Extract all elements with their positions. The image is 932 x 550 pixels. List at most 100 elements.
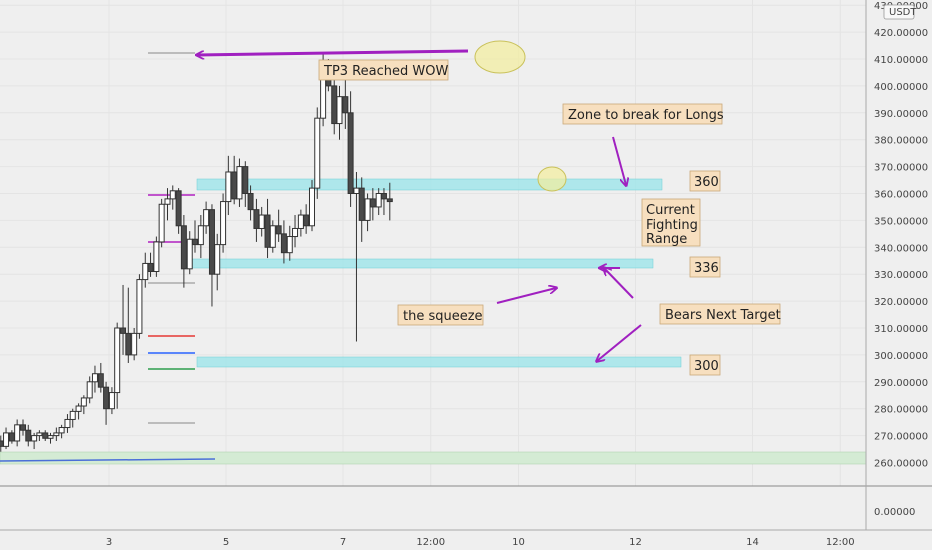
candle-bear[interactable] — [103, 386, 110, 410]
candle-bull[interactable] — [164, 198, 171, 205]
candle-bear[interactable] — [303, 214, 310, 227]
candle-bear[interactable] — [175, 190, 182, 227]
candle-bull[interactable] — [286, 236, 293, 254]
candle-bear[interactable] — [147, 262, 154, 273]
candle-bull[interactable] — [314, 117, 321, 189]
label-box-tp3[interactable] — [318, 59, 449, 81]
label-box-squeeze[interactable] — [397, 304, 484, 326]
candle-bear[interactable] — [208, 209, 215, 275]
y-tick-label: 400.00000 — [874, 82, 928, 93]
label-box-fighting-range[interactable] — [641, 198, 701, 247]
label-300: 300 — [694, 359, 719, 374]
candle-bull[interactable] — [364, 198, 371, 221]
candle-bear[interactable] — [231, 171, 238, 200]
candle-bull[interactable] — [3, 432, 10, 447]
candle-bear[interactable] — [264, 214, 271, 248]
candle-bull[interactable] — [292, 227, 299, 238]
candle-bull[interactable] — [197, 225, 204, 246]
candle-bear[interactable] — [191, 238, 198, 246]
x-axis-ticks[interactable]: 3 5 7 12:00 10 12 14 12:00 — [106, 537, 855, 548]
candle-bull[interactable] — [64, 418, 71, 429]
label-box-zone-break[interactable] — [562, 103, 723, 125]
candle-bull[interactable] — [131, 332, 138, 356]
candle-bear[interactable] — [358, 187, 365, 221]
candle-bear[interactable] — [275, 225, 282, 235]
candle-bear[interactable] — [369, 198, 376, 208]
candle-bear[interactable] — [386, 198, 393, 203]
candle-bear[interactable] — [253, 209, 260, 229]
y-tick-label: 350.00000 — [874, 216, 928, 227]
candle-bull[interactable] — [236, 166, 243, 200]
y-tick-label: 290.00000 — [874, 378, 928, 389]
candle-bear[interactable] — [25, 429, 32, 442]
candle-bull[interactable] — [336, 96, 343, 125]
candle-bull[interactable] — [169, 190, 176, 200]
y-tick-label: 380.00000 — [874, 136, 928, 147]
zone-360[interactable] — [196, 178, 663, 191]
candle-bull[interactable] — [375, 193, 382, 208]
candle-bull[interactable] — [114, 327, 121, 394]
candle-bear[interactable] — [342, 96, 349, 114]
candle-bull[interactable] — [225, 171, 232, 203]
arrow-336-up — [604, 268, 634, 299]
y-axis-ticks[interactable]: 260.00000 270.00000 280.00000 290.00000 300.… — [874, 1, 928, 469]
candle-bull[interactable] — [80, 397, 87, 407]
candle-bear[interactable] — [242, 166, 249, 195]
candle-bull[interactable] — [142, 262, 149, 281]
candle-bull[interactable] — [69, 410, 76, 420]
arrow-tp3 — [197, 49, 469, 55]
candle-bull[interactable] — [353, 187, 360, 194]
arrow-zone-break — [612, 136, 626, 185]
candle-bull[interactable] — [58, 427, 65, 434]
candle-bear[interactable] — [125, 332, 132, 356]
blue-trend-line — [0, 458, 216, 462]
candle-bear[interactable] — [0, 440, 4, 447]
currency-badge-box[interactable] — [883, 4, 915, 20]
candle-bull[interactable] — [53, 432, 60, 437]
candle-bull[interactable] — [186, 238, 193, 270]
candle-bull[interactable] — [47, 435, 54, 439]
candle-bear[interactable] — [280, 233, 287, 254]
candle-bull[interactable] — [153, 241, 160, 273]
candle-bull[interactable] — [31, 435, 38, 442]
candle-bear[interactable] — [380, 193, 387, 200]
candle-bull[interactable] — [136, 279, 143, 334]
candle-bear[interactable] — [97, 373, 104, 388]
label-box-336[interactable] — [689, 256, 721, 278]
candle-bear[interactable] — [247, 193, 254, 211]
y-tick-label: 300.00000 — [874, 351, 928, 362]
candle-bear[interactable] — [120, 327, 127, 334]
candle-bull[interactable] — [214, 244, 221, 275]
arrow-squeeze — [496, 288, 556, 304]
candle-bear[interactable] — [8, 432, 15, 442]
candle-bull[interactable] — [86, 381, 93, 399]
candle-bull[interactable] — [36, 432, 43, 437]
candle-bear[interactable] — [180, 225, 187, 270]
y-tick-label: 410.00000 — [874, 55, 928, 66]
candle-bear[interactable] — [331, 85, 338, 125]
candle-bull[interactable] — [108, 392, 115, 410]
candle-bear[interactable] — [347, 112, 354, 194]
candle-bull[interactable] — [220, 201, 227, 246]
candle-bull[interactable] — [158, 203, 165, 243]
candle-bull[interactable] — [14, 424, 21, 442]
x-tick-label: 14 — [746, 537, 759, 548]
candle-bull[interactable] — [91, 373, 98, 383]
candle-bull[interactable] — [308, 187, 315, 227]
candle-bear[interactable] — [20, 424, 27, 431]
zone-336[interactable] — [185, 258, 654, 269]
label-box-bears[interactable] — [659, 303, 781, 325]
label-box-360[interactable] — [689, 170, 721, 192]
lower-pane-tick: 0.00000 — [874, 507, 915, 518]
arrow-bears — [597, 324, 642, 361]
candle-bull[interactable] — [258, 214, 265, 229]
candle-bull[interactable] — [75, 405, 82, 412]
zone-300[interactable] — [196, 356, 682, 368]
candle-bear[interactable] — [42, 432, 49, 439]
y-tick-label: 280.00000 — [874, 405, 928, 416]
candle-bull[interactable] — [269, 225, 276, 248]
candle-bull[interactable] — [203, 209, 210, 227]
candle-bull[interactable] — [297, 214, 304, 229]
label-box-300[interactable] — [689, 354, 721, 376]
